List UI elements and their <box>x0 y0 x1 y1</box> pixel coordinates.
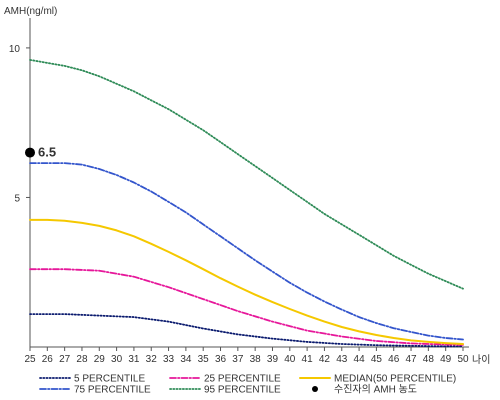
x-tick-label: 45 <box>371 354 383 365</box>
legend-label: MEDIAN(50 PERCENTILE) <box>334 374 456 385</box>
x-tick-label: 47 <box>405 354 417 365</box>
series-line-median-50-percentile <box>29 218 464 345</box>
x-tick-label: 42 <box>319 354 331 365</box>
patient-amh-point <box>25 147 35 158</box>
legend-swatch-patient-amh <box>312 386 318 392</box>
x-axis-title: 나이 <box>472 354 490 366</box>
x-tick-label: 34 <box>180 354 192 365</box>
legend-label: 25 PERCENTILE <box>204 374 281 385</box>
x-tick-label: 30 <box>111 354 123 365</box>
legend-label: 75 PERCENTILE <box>74 385 151 396</box>
series-line-25-percentile <box>29 268 464 346</box>
x-tick-label: 41 <box>302 354 314 365</box>
x-tick-label: 29 <box>94 354 106 365</box>
x-tick-label: 40 <box>284 354 296 365</box>
x-tick-label: 31 <box>128 354 140 365</box>
legend-label: 95 PERCENTILE <box>204 385 281 396</box>
legend-label: 5 PERCENTILE <box>74 374 145 385</box>
patient-amh-value-label: 6.5 <box>38 145 56 160</box>
x-tick-label: 28 <box>76 354 88 365</box>
x-tick-label: 35 <box>198 354 210 365</box>
y-axis-title: AMH(ng/ml) <box>4 6 57 17</box>
x-tick-label: 26 <box>42 354 54 365</box>
x-tick-label: 32 <box>146 354 158 365</box>
x-tick-label: 39 <box>267 354 279 365</box>
series-line-75-percentile <box>29 162 464 341</box>
y-tick-label: 10 <box>9 44 21 55</box>
x-tick-label: 25 <box>24 354 36 365</box>
x-tick-label: 48 <box>423 354 435 365</box>
x-tick-label: 44 <box>354 354 366 365</box>
series-line-95-percentile <box>29 59 464 290</box>
series-line-5-percentile <box>29 313 464 348</box>
x-tick-label: 27 <box>59 354 71 365</box>
x-tick-label: 46 <box>388 354 400 365</box>
x-tick-label: 50 <box>457 354 469 365</box>
x-tick-label: 38 <box>250 354 262 365</box>
x-tick-label: 37 <box>232 354 244 365</box>
x-tick-label: 36 <box>215 354 227 365</box>
x-tick-label: 49 <box>440 354 452 365</box>
x-tick-label: 43 <box>336 354 348 365</box>
legend-label: 수진자의 AMH 농도 <box>334 384 417 396</box>
y-tick-label: 5 <box>14 193 20 204</box>
x-tick-label: 33 <box>163 354 175 365</box>
